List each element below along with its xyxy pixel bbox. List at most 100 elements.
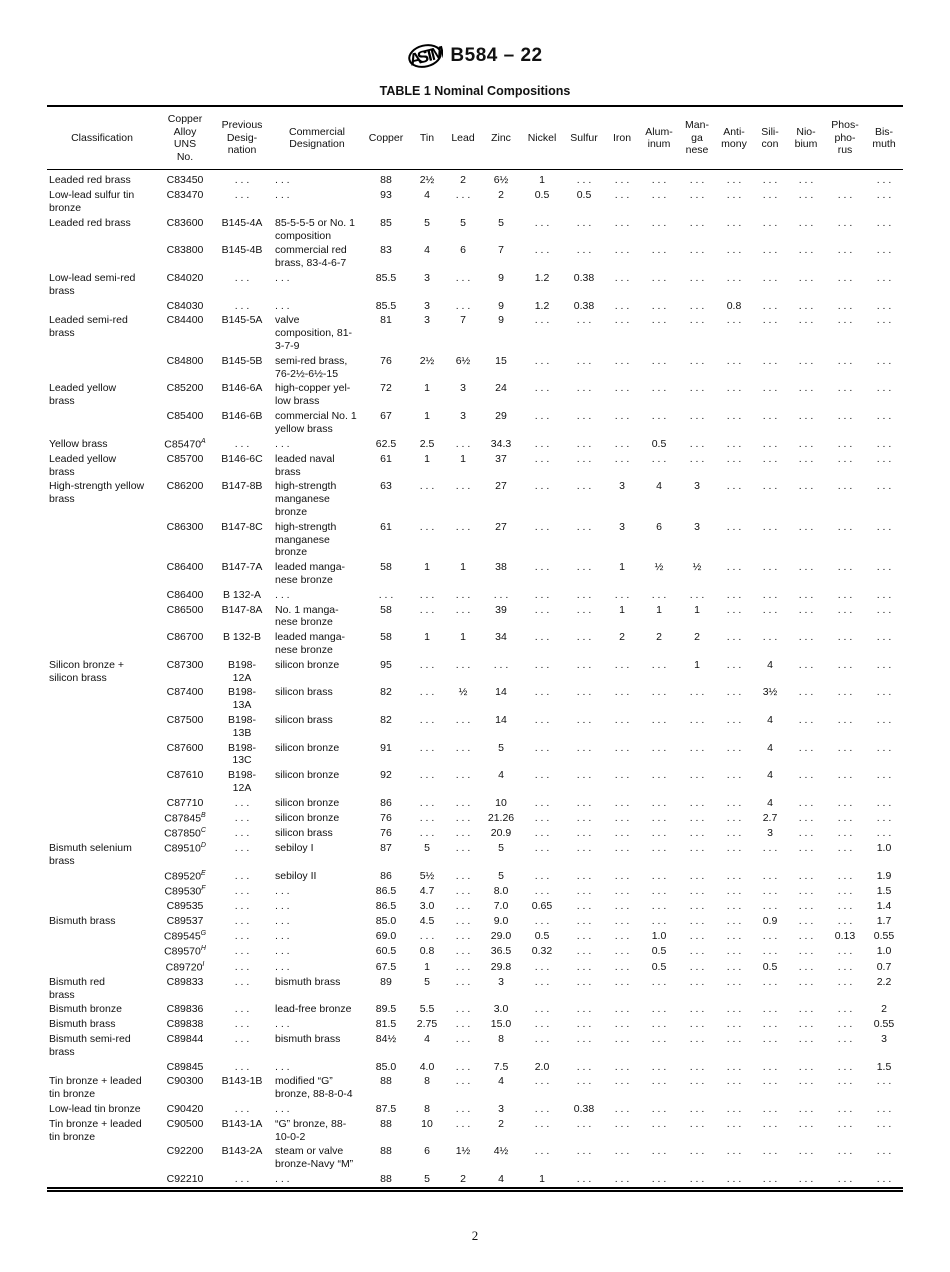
previous-designation-cell: B143-1B <box>221 1075 263 1088</box>
value-cell: . . . <box>726 900 742 913</box>
value-cell: . . . <box>576 811 592 824</box>
value-cell: . . . <box>651 1003 667 1016</box>
uns-number-cell: C85400 <box>166 409 204 422</box>
uns-number-cell: C87610 <box>166 769 204 782</box>
previous-designation-cell: B145-4B <box>221 244 263 257</box>
value-cell: . . . <box>651 869 667 882</box>
value-cell: . . . <box>798 1145 814 1158</box>
uns-number-cell: C83450 <box>166 174 204 187</box>
value-cell: . . . <box>837 945 853 958</box>
value-cell: . . . <box>614 1172 630 1185</box>
column-header: Iron <box>605 106 639 171</box>
value-cell: 1.2 <box>534 271 550 284</box>
value-cell: 2 <box>498 1117 504 1130</box>
value-cell: 21.26 <box>487 811 515 824</box>
value-cell: . . . <box>651 1145 667 1158</box>
value-cell: . . . <box>455 1117 471 1130</box>
value-cell: . . . <box>762 1145 778 1158</box>
value-cell: . . . <box>726 1060 742 1073</box>
value-cell: . . . <box>576 588 592 601</box>
previous-designation-cell: B147-8C <box>221 520 263 533</box>
value-cell: . . . <box>576 314 592 327</box>
value-cell: . . . <box>726 1018 742 1031</box>
table-row: Tin bronze + leaded tin bronze C90300 B143… <box>47 1074 903 1102</box>
previous-designation-cell: . . . <box>234 1060 250 1073</box>
value-cell: 9 <box>498 299 504 312</box>
classification-cell: Bismuth semi-red brass <box>49 1032 131 1058</box>
value-cell: . . . <box>837 354 853 367</box>
value-cell: 91 <box>380 741 392 754</box>
uns-number-cell: C90300 <box>166 1075 204 1088</box>
value-cell: . . . <box>576 1003 592 1016</box>
commercial-designation-cell: high-strength manganese bronze <box>275 480 337 518</box>
value-cell: . . . <box>534 1018 550 1031</box>
value-cell: . . . <box>534 520 550 533</box>
value-cell: . . . <box>534 1003 550 1016</box>
table-row: Tin bronze + leaded tin bronze C90500 B143… <box>47 1117 903 1145</box>
value-cell: . . . <box>651 811 667 824</box>
value-cell: . . . <box>614 1032 630 1045</box>
value-cell: . . . <box>576 480 592 493</box>
uns-number-cell: C84020 <box>166 271 204 284</box>
value-cell: . . . <box>876 189 892 202</box>
value-cell: . . . <box>455 480 471 493</box>
uns-number-cell: C89720I <box>165 960 205 974</box>
value-cell: . . . <box>576 945 592 958</box>
header-row: Classification Copper Alloy UNS No. Previo… <box>47 106 903 171</box>
value-cell: . . . <box>651 271 667 284</box>
value-cell: . . . <box>762 1060 778 1073</box>
commercial-designation-cell: . . . <box>275 437 290 450</box>
uns-number-cell: C85200 <box>166 382 204 395</box>
value-cell: . . . <box>726 826 742 839</box>
commercial-designation-cell: silicon brass <box>275 686 333 699</box>
table-row: C89530F . . . . . . 86.5 4.7 . . . 8.0 . . . . .… <box>47 884 903 899</box>
table-row: C87850C . . . silicon brass 76 . . . . . . 20.… <box>47 826 903 841</box>
value-cell: . . . <box>689 1003 705 1016</box>
value-cell: . . . <box>762 314 778 327</box>
classification-cell <box>47 603 157 631</box>
value-cell: . . . <box>798 885 814 898</box>
value-cell: 0.65 <box>531 900 553 913</box>
value-cell: 3.0 <box>493 1003 509 1016</box>
uns-number-cell: C87300 <box>166 658 204 671</box>
value-cell: . . . <box>798 271 814 284</box>
value-cell: . . . <box>689 1145 705 1158</box>
value-cell: 2 <box>460 1172 466 1185</box>
value-cell: . . . <box>651 409 667 422</box>
classification-cell <box>47 1144 157 1172</box>
table-row: Low-lead sulfur tin bronze C83470 . . . . .… <box>47 188 903 216</box>
uns-number-cell: C89844 <box>166 1032 204 1045</box>
uns-number-cell: C86400 <box>166 588 204 601</box>
value-cell: . . . <box>798 1003 814 1016</box>
value-cell: 82 <box>380 686 392 699</box>
value-cell: . . . <box>614 1145 630 1158</box>
value-cell: 88 <box>380 1075 392 1088</box>
value-cell: 58 <box>380 631 392 644</box>
value-cell: . . . <box>614 174 630 187</box>
value-cell: . . . <box>576 409 592 422</box>
value-cell: . . . <box>614 826 630 839</box>
value-cell: . . . <box>493 588 509 601</box>
value-cell: 4 <box>656 480 662 493</box>
value-cell: . . . <box>726 189 742 202</box>
classification-cell: Low-lead semi-red brass <box>49 271 136 297</box>
value-cell: 89 <box>380 975 392 988</box>
classification-cell: Low-lead sulfur tin bronze <box>49 189 135 214</box>
table-row: C84800 B145-5B semi-red brass, 76-2½-6½-15… <box>47 354 903 382</box>
value-cell: . . . <box>798 869 814 882</box>
value-cell: . . . <box>726 314 742 327</box>
value-cell: . . . <box>455 960 471 973</box>
previous-designation-cell: . . . <box>234 826 250 839</box>
value-cell: . . . <box>762 869 778 882</box>
value-cell: . . . <box>726 1102 742 1115</box>
value-cell: 1.4 <box>876 900 892 913</box>
value-cell: 2½ <box>419 354 435 367</box>
table-row: Low-lead semi-red brass C84020 . . . . . . 8… <box>47 271 903 299</box>
value-cell: . . . <box>534 354 550 367</box>
value-cell: 1 <box>424 631 430 644</box>
value-cell: . . . <box>455 885 471 898</box>
value-cell: . . . <box>798 1102 814 1115</box>
value-cell: . . . <box>837 588 853 601</box>
column-header: Commercial Designation <box>271 106 363 171</box>
column-header: Classification <box>47 106 157 171</box>
